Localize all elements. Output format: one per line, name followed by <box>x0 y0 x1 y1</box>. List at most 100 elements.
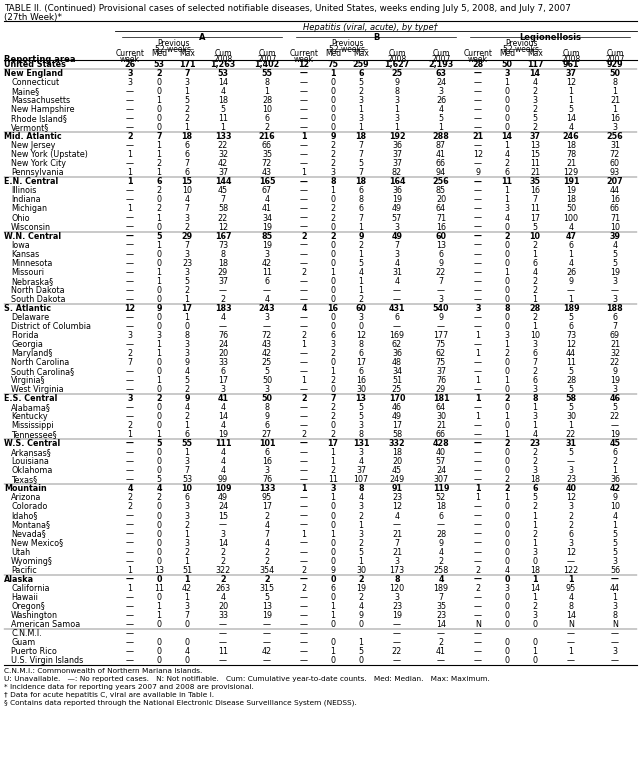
Text: 4: 4 <box>221 593 226 602</box>
Text: 6: 6 <box>438 511 444 521</box>
Text: Maryland§: Maryland§ <box>11 349 53 358</box>
Text: 1: 1 <box>185 123 190 132</box>
Text: 50: 50 <box>566 205 576 213</box>
Text: 1: 1 <box>156 340 162 349</box>
Text: 0: 0 <box>331 421 335 430</box>
Text: 15: 15 <box>181 177 192 186</box>
Text: 2: 2 <box>533 602 538 611</box>
Text: 1: 1 <box>504 494 510 503</box>
Text: —: — <box>300 602 308 611</box>
Text: —: — <box>300 240 308 249</box>
Text: —: — <box>567 656 575 665</box>
Text: 13: 13 <box>262 602 272 611</box>
Text: E.N. Central: E.N. Central <box>4 177 58 186</box>
Text: —: — <box>126 322 134 331</box>
Text: —: — <box>474 521 482 530</box>
Text: 0: 0 <box>504 322 510 331</box>
Text: 3: 3 <box>358 313 363 322</box>
Text: —: — <box>300 105 308 114</box>
Text: 32: 32 <box>610 349 620 358</box>
Text: —: — <box>300 547 308 557</box>
Text: 1: 1 <box>613 593 617 602</box>
Text: —: — <box>126 629 134 638</box>
Text: 6: 6 <box>533 349 538 358</box>
Text: 12: 12 <box>392 503 402 511</box>
Text: —: — <box>126 249 134 259</box>
Text: 94: 94 <box>436 169 446 177</box>
Text: 1,263: 1,263 <box>210 60 236 69</box>
Text: —: — <box>474 87 482 96</box>
Text: —: — <box>126 557 134 566</box>
Text: 11: 11 <box>530 205 540 213</box>
Text: 0: 0 <box>156 367 162 376</box>
Text: —: — <box>300 647 308 656</box>
Text: —: — <box>474 638 482 647</box>
Text: Nevada§: Nevada§ <box>11 530 46 538</box>
Text: 40: 40 <box>436 448 446 457</box>
Text: —: — <box>474 448 482 457</box>
Text: 19: 19 <box>610 430 620 439</box>
Text: 50: 50 <box>610 69 620 78</box>
Text: 0: 0 <box>504 367 510 376</box>
Text: —: — <box>474 511 482 521</box>
Text: 39: 39 <box>610 232 620 240</box>
Text: —: — <box>300 313 308 322</box>
Text: —: — <box>474 313 482 322</box>
Text: 0: 0 <box>156 448 162 457</box>
Text: —: — <box>474 223 482 232</box>
Text: 8: 8 <box>358 484 364 494</box>
Text: 7: 7 <box>612 322 617 331</box>
Text: 0: 0 <box>156 467 162 475</box>
Text: 12: 12 <box>218 223 228 232</box>
Text: Max: Max <box>527 49 543 58</box>
Text: 3: 3 <box>185 511 190 521</box>
Text: 58: 58 <box>565 394 576 403</box>
Text: 4: 4 <box>533 78 538 87</box>
Text: 169: 169 <box>390 331 404 340</box>
Text: 45: 45 <box>218 186 228 196</box>
Text: 2: 2 <box>533 530 538 538</box>
Text: 1: 1 <box>394 123 399 132</box>
Text: 2: 2 <box>185 521 190 530</box>
Text: 2: 2 <box>476 584 481 593</box>
Text: Montana§: Montana§ <box>11 521 50 530</box>
Text: —: — <box>126 367 134 376</box>
Text: Maine§: Maine§ <box>11 87 39 96</box>
Text: 4: 4 <box>185 403 190 412</box>
Text: —: — <box>567 629 575 638</box>
Text: —: — <box>300 439 308 448</box>
Text: 3: 3 <box>358 421 363 430</box>
Text: 3: 3 <box>613 123 617 132</box>
Text: 0: 0 <box>331 521 335 530</box>
Text: 9: 9 <box>438 313 444 322</box>
Text: 0: 0 <box>156 114 162 123</box>
Text: 256: 256 <box>433 177 449 186</box>
Text: 49: 49 <box>392 205 402 213</box>
Text: 9: 9 <box>156 304 162 313</box>
Text: 164: 164 <box>388 177 405 186</box>
Text: 0: 0 <box>331 96 335 105</box>
Text: 307: 307 <box>433 475 449 484</box>
Text: 2: 2 <box>185 105 190 114</box>
Text: 12: 12 <box>124 304 135 313</box>
Text: 0: 0 <box>331 286 335 295</box>
Text: 41: 41 <box>436 150 446 159</box>
Text: 1: 1 <box>331 647 335 656</box>
Text: Med: Med <box>325 49 341 58</box>
Text: 5: 5 <box>358 647 363 656</box>
Text: 28: 28 <box>529 304 540 313</box>
Text: 13: 13 <box>436 240 446 249</box>
Text: —: — <box>474 530 482 538</box>
Text: 0: 0 <box>504 647 510 656</box>
Text: 12: 12 <box>566 547 576 557</box>
Text: 22: 22 <box>218 141 228 150</box>
Text: 6: 6 <box>358 205 363 213</box>
Text: 177: 177 <box>433 331 449 340</box>
Text: Mississippi: Mississippi <box>11 421 54 430</box>
Text: 28: 28 <box>472 60 483 69</box>
Text: 17: 17 <box>328 439 338 448</box>
Text: —: — <box>474 259 482 268</box>
Text: 2: 2 <box>185 412 190 421</box>
Text: Wisconsin: Wisconsin <box>11 223 51 232</box>
Text: 2: 2 <box>331 205 335 213</box>
